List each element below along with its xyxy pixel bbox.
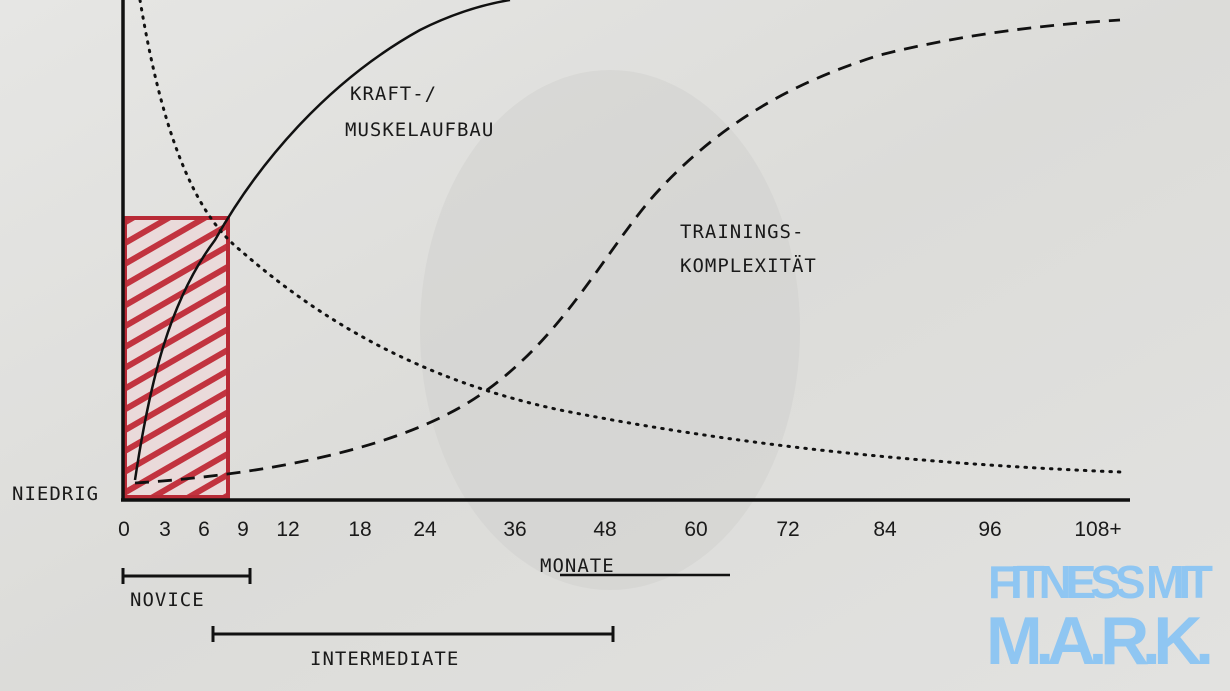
novice-area: [123, 216, 230, 499]
intermediate-bracket: [211, 626, 615, 642]
x-axis-title: MONATE: [540, 555, 615, 577]
watermark: FITNESS MIT: [988, 556, 1213, 608]
x-tick-label: 48: [593, 518, 616, 541]
x-tick-label: 6: [198, 518, 210, 541]
strength-curve: [133, 0, 511, 481]
y-axis-label: NIEDRIG: [12, 483, 99, 505]
diminishing-curve: [138, 0, 1122, 474]
curve-label: KOMPLEXITÄT: [680, 254, 817, 277]
x-tick-label: 60: [684, 518, 707, 541]
x-tick-label: 18: [348, 518, 371, 541]
x-tick-label: 24: [413, 518, 437, 541]
x-tick-label: 36: [503, 518, 526, 541]
x-tick-label: 12: [276, 518, 299, 541]
curve-label: TRAININGS-: [680, 221, 804, 243]
x-tick-label: 84: [873, 518, 897, 541]
curve-label: KRAFT-/: [350, 83, 437, 105]
novice-bracket: [121, 568, 252, 584]
watermark: M.A.R.K.: [986, 603, 1214, 679]
curve-label: MUSKELAUFBAU: [345, 119, 494, 141]
x-tick-label: 0: [118, 518, 130, 541]
x-tick-label: 108+: [1074, 518, 1121, 541]
range-label: INTERMEDIATE: [310, 648, 459, 670]
x-tick-label: 72: [776, 518, 799, 541]
x-tick-label: 96: [978, 518, 1001, 541]
x-tick-label: 3: [159, 518, 171, 541]
reflection: [420, 70, 800, 590]
x-tick-label: 9: [237, 518, 249, 541]
range-label: NOVICE: [130, 589, 205, 611]
complexity-curve: [134, 18, 1121, 485]
